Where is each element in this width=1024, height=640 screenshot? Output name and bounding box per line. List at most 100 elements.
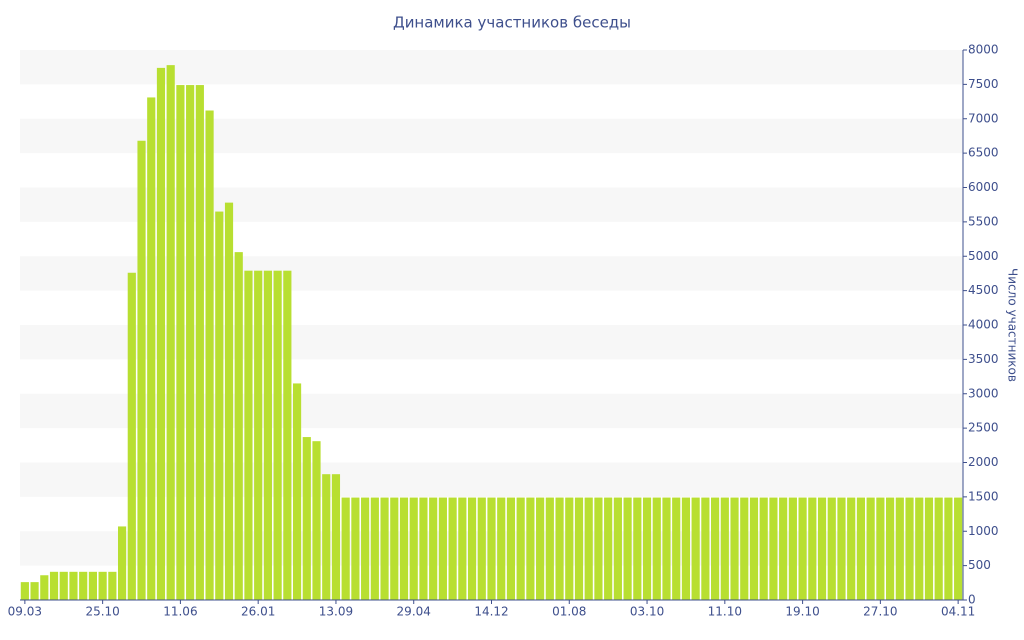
bar bbox=[905, 497, 914, 600]
bar bbox=[49, 571, 59, 600]
bar bbox=[283, 270, 292, 600]
bar bbox=[331, 474, 341, 600]
bar bbox=[302, 437, 311, 600]
bar bbox=[98, 571, 107, 600]
y-tick-label: 4000 bbox=[968, 318, 999, 332]
bar bbox=[565, 497, 574, 600]
x-tick-label: 27.10 bbox=[863, 605, 897, 619]
bar bbox=[769, 497, 778, 600]
bar bbox=[545, 497, 554, 600]
y-tick-label: 3000 bbox=[968, 386, 999, 400]
bar bbox=[623, 497, 632, 600]
bar bbox=[594, 497, 603, 600]
x-tick-label: 04.11 bbox=[941, 605, 975, 619]
bar bbox=[604, 497, 613, 600]
bar bbox=[798, 497, 807, 600]
bar bbox=[59, 571, 68, 600]
bar bbox=[117, 526, 127, 600]
y-tick-label: 5500 bbox=[968, 214, 999, 228]
bar bbox=[176, 85, 185, 600]
bar bbox=[856, 497, 866, 600]
bar bbox=[536, 497, 545, 600]
bar bbox=[642, 497, 652, 600]
bar bbox=[419, 497, 428, 600]
bar bbox=[681, 497, 691, 600]
bar bbox=[79, 571, 88, 600]
bar bbox=[341, 497, 350, 600]
bar bbox=[166, 65, 175, 600]
y-tick-label: 6000 bbox=[968, 180, 999, 194]
bar bbox=[574, 497, 584, 600]
bar bbox=[273, 270, 282, 600]
bar bbox=[516, 497, 525, 600]
bar bbox=[633, 497, 642, 600]
y-tick-label: 7000 bbox=[968, 111, 999, 125]
bar bbox=[234, 252, 243, 600]
bar bbox=[127, 272, 136, 600]
bar bbox=[215, 211, 224, 600]
y-tick-label: 5000 bbox=[968, 249, 999, 263]
bar bbox=[895, 497, 904, 600]
bar bbox=[497, 497, 506, 600]
bar bbox=[399, 497, 409, 600]
bar bbox=[691, 497, 700, 600]
bar bbox=[429, 497, 438, 600]
x-tick-label: 09.03 bbox=[8, 605, 42, 619]
bar bbox=[195, 85, 204, 600]
bar bbox=[30, 582, 39, 600]
bar bbox=[322, 474, 331, 600]
bar bbox=[409, 497, 418, 600]
bar bbox=[711, 497, 720, 600]
bar bbox=[224, 202, 234, 600]
bar bbox=[205, 110, 214, 600]
y-tick-label: 4500 bbox=[968, 283, 999, 297]
bar bbox=[263, 270, 272, 600]
bar bbox=[20, 582, 29, 600]
bar bbox=[69, 571, 78, 600]
bar bbox=[254, 270, 263, 600]
x-tick-label: 26.01 bbox=[241, 605, 275, 619]
bar bbox=[847, 497, 856, 600]
bar bbox=[808, 497, 817, 600]
y-tick-label: 3500 bbox=[968, 352, 999, 366]
bar bbox=[526, 497, 535, 600]
bar bbox=[944, 497, 953, 600]
bar bbox=[837, 497, 846, 600]
bar bbox=[448, 497, 457, 600]
bar bbox=[915, 497, 924, 600]
bar bbox=[954, 497, 963, 600]
y-tick-label: 2000 bbox=[968, 455, 999, 469]
bar bbox=[672, 497, 681, 600]
grid-band bbox=[20, 50, 963, 85]
y-tick-label: 2500 bbox=[968, 421, 999, 435]
x-tick-label: 19.10 bbox=[785, 605, 819, 619]
bar bbox=[361, 497, 370, 600]
bar bbox=[370, 497, 379, 600]
bar bbox=[720, 497, 729, 600]
bar bbox=[613, 497, 622, 600]
bar bbox=[438, 497, 447, 600]
x-tick-label: 03.10 bbox=[630, 605, 664, 619]
bar bbox=[156, 67, 166, 600]
x-tick-label: 25.10 bbox=[85, 605, 119, 619]
x-tick-label: 14.12 bbox=[474, 605, 508, 619]
bar bbox=[788, 497, 797, 600]
bar bbox=[701, 497, 710, 600]
x-tick-label: 11.10 bbox=[708, 605, 742, 619]
bar bbox=[866, 497, 875, 600]
x-tick-label: 13.09 bbox=[319, 605, 353, 619]
bar bbox=[749, 497, 759, 600]
bar bbox=[88, 571, 97, 600]
bar bbox=[886, 497, 895, 600]
y-tick-label: 6500 bbox=[968, 146, 999, 160]
y-axis-label: Число участников bbox=[1006, 268, 1020, 382]
bar bbox=[292, 383, 302, 600]
bar bbox=[555, 497, 564, 600]
bar bbox=[477, 497, 486, 600]
y-tick-label: 7500 bbox=[968, 77, 999, 91]
bar bbox=[730, 497, 739, 600]
y-tick-label: 500 bbox=[968, 558, 991, 572]
bar bbox=[147, 97, 156, 600]
bar bbox=[827, 497, 836, 600]
